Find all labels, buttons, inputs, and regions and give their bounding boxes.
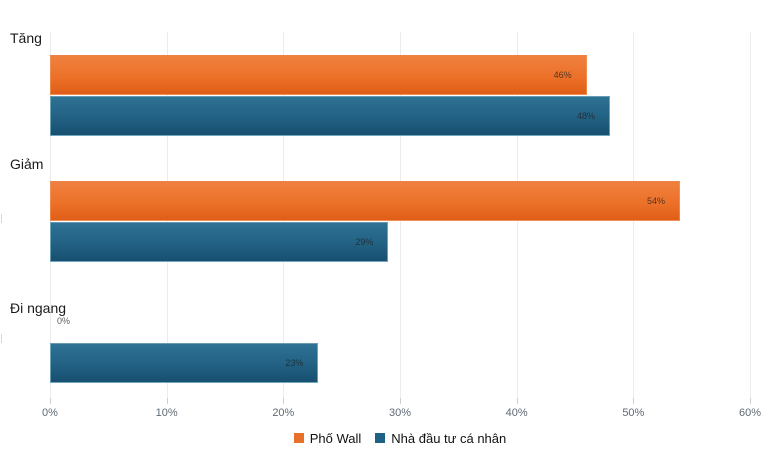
x-axis-tick-label: 10% [155, 407, 178, 419]
bar-series-1[interactable]: 23% [50, 343, 319, 383]
category-label: Đi ngang [10, 300, 67, 316]
x-axis-tick [50, 398, 51, 404]
x-axis-tick [400, 398, 401, 404]
bar-series-1[interactable]: 29% [50, 222, 389, 262]
x-axis-tick-label: 0% [42, 407, 58, 419]
legend-label: Nhà đầu tư cá nhân [391, 430, 507, 446]
category-label: Tăng [10, 30, 42, 46]
legend-item[interactable]: Nhà đầu tư cá nhân [375, 431, 506, 446]
category-label: Giảm [10, 156, 44, 172]
bar-value-label: 54% [646, 196, 665, 206]
x-axis-tick [633, 398, 635, 404]
legend: Phố Wall Nhà đầu tư cá nhân [50, 428, 750, 448]
x-axis-tick [516, 398, 518, 404]
gridline [750, 32, 751, 398]
bar-value-label: 48% [576, 111, 595, 121]
legend-swatch [375, 433, 386, 443]
x-axis-tick-label: 50% [622, 407, 645, 419]
y-axis-tick [1, 214, 2, 223]
x-axis-tick [166, 398, 168, 404]
bar-series-0[interactable]: 54% [50, 181, 680, 221]
legend-swatch [293, 433, 304, 443]
bar-value-label: 46% [553, 70, 572, 80]
x-axis-tick-label: 60% [738, 407, 762, 419]
bar-value-label: 0% [57, 316, 71, 326]
x-axis-tick-label: 30% [388, 407, 412, 419]
x-axis-tick-label: 40% [505, 407, 528, 419]
x-axis-tick [750, 398, 751, 404]
legend-item[interactable]: Phố Wall [293, 430, 362, 446]
y-axis-tick [1, 334, 2, 343]
bar-series-0[interactable]: 46% [50, 55, 587, 95]
x-axis-tick [283, 398, 285, 404]
bar-value-label: 23% [285, 358, 304, 368]
bar-value-label: 29% [355, 237, 374, 247]
bar-series-1[interactable]: 48% [50, 96, 610, 136]
x-axis-tick-label: 20% [272, 407, 295, 419]
legend-label: Phố Wall [309, 430, 362, 446]
